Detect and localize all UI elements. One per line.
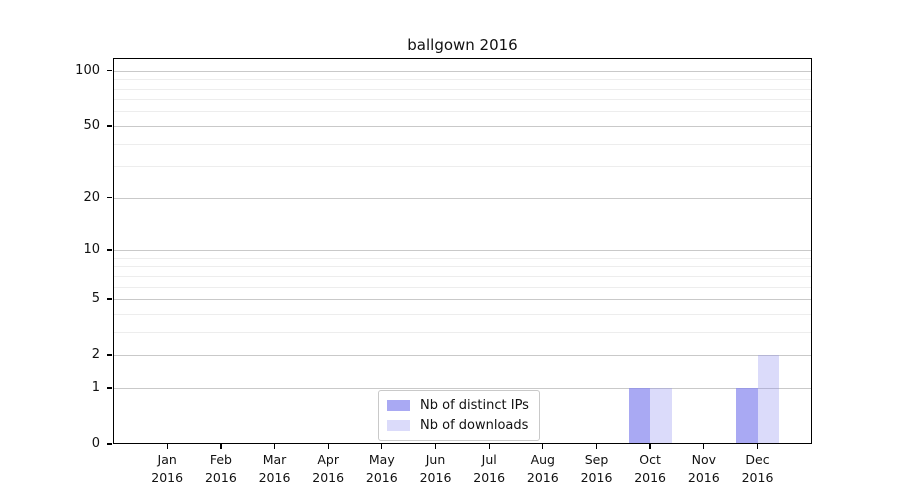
x-tick: [434, 444, 437, 449]
gridline-major: [113, 70, 812, 72]
gridline-minor: [113, 88, 812, 90]
gridline-minor: [113, 143, 812, 145]
y-tick: [107, 197, 112, 199]
legend-label-downloads: Nb of downloads: [420, 418, 529, 433]
y-tick-label: 0: [91, 436, 100, 451]
y-tick: [107, 125, 112, 127]
x-tick: [595, 444, 598, 449]
y-tick: [107, 443, 112, 445]
x-tick: [488, 444, 490, 449]
y-tick-label: 2: [91, 347, 100, 363]
bar-distinct-ips-oct: [628, 387, 651, 444]
y-tick: [107, 387, 112, 389]
bar-downloads-oct: [650, 387, 672, 444]
x-tick-label: Dec 2016: [741, 452, 774, 485]
gridline-major: [113, 125, 812, 127]
y-tick: [107, 249, 112, 251]
gridline-minor: [113, 286, 812, 288]
x-tick: [756, 444, 759, 449]
chart-title: ballgown 2016: [407, 36, 518, 54]
gridline-minor: [113, 266, 812, 268]
bar-downloads-dec: [757, 355, 779, 444]
x-tick-label: Apr 2016: [312, 452, 345, 485]
y-tick-label: 50: [83, 117, 100, 133]
gridline-minor: [113, 166, 812, 168]
y-tick-label: 20: [83, 189, 100, 205]
legend-swatch-downloads: [387, 420, 410, 431]
y-tick-label: 1: [91, 379, 100, 395]
y-tick: [107, 298, 112, 300]
x-tick: [703, 444, 705, 449]
x-tick-label: Jan 2016: [151, 452, 184, 485]
gridline-major: [113, 355, 812, 357]
x-tick: [220, 444, 222, 449]
x-tick-label: Oct 2016: [634, 452, 666, 485]
gridline-minor: [113, 99, 812, 101]
y-tick-label: 100: [75, 62, 100, 78]
gridline-minor: [113, 257, 812, 259]
gridline-major: [113, 197, 812, 199]
x-tick-label: Sep 2016: [580, 452, 613, 485]
x-tick: [327, 444, 329, 449]
bar-distinct-ips-dec: [736, 387, 758, 444]
legend-label-distinct-ips: Nb of distinct IPs: [420, 398, 529, 413]
y-tick-label: 5: [91, 291, 100, 306]
gridline-major: [113, 299, 812, 300]
y-tick: [107, 69, 112, 72]
x-tick: [166, 444, 168, 449]
legend: Nb of distinct IPs Nb of downloads: [378, 390, 540, 441]
x-tick: [542, 444, 544, 449]
y-tick-label: 10: [83, 242, 100, 257]
gridline-major: [113, 250, 812, 251]
x-tick: [381, 444, 383, 449]
x-tick-label: Jul 2016: [473, 452, 506, 485]
x-tick-label: Mar 2016: [258, 452, 291, 485]
x-tick-label: May 2016: [365, 452, 398, 485]
x-tick: [273, 444, 276, 449]
gridline-major: [113, 387, 812, 389]
x-tick-label: Feb 2016: [204, 452, 237, 485]
legend-item-distinct-ips: Nb of distinct IPs: [387, 397, 529, 414]
gridline-minor: [113, 313, 812, 315]
legend-swatch-distinct-ips: [387, 400, 410, 411]
y-tick: [107, 354, 112, 356]
gridline-minor: [113, 331, 812, 333]
legend-item-downloads: Nb of downloads: [387, 417, 529, 434]
plot-area: [113, 58, 812, 444]
gridline-minor: [113, 275, 812, 277]
x-tick-label: Jun 2016: [419, 452, 452, 485]
gridline-minor: [113, 79, 812, 81]
x-tick: [649, 444, 651, 449]
gridline-minor: [113, 111, 812, 113]
x-tick-label: Nov 2016: [687, 452, 720, 485]
x-tick-label: Aug 2016: [526, 452, 559, 485]
